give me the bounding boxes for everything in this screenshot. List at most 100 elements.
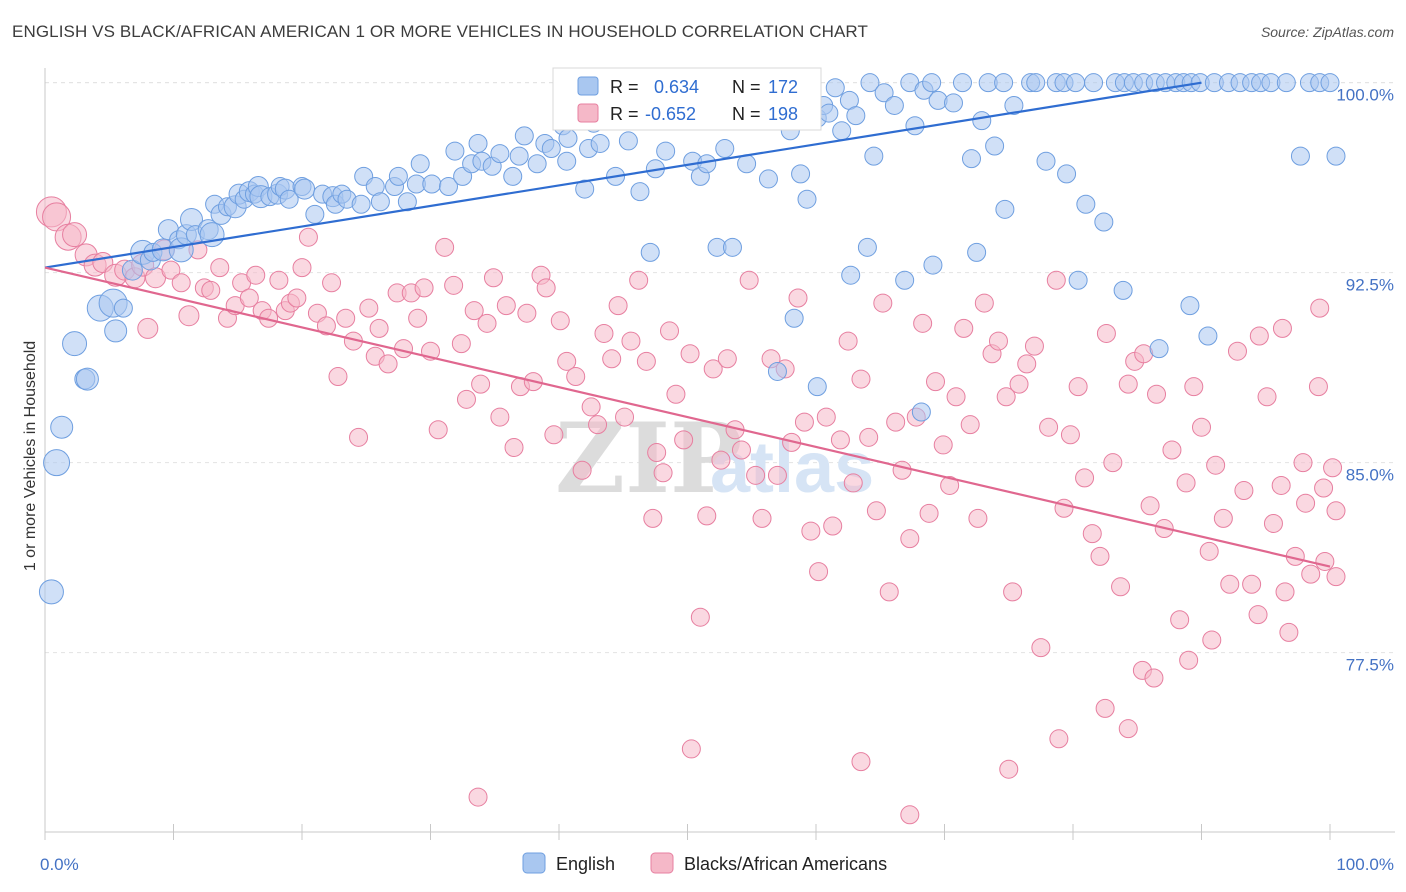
black-point: [946, 387, 966, 407]
y-tick-label: 92.5%: [1346, 276, 1394, 295]
english-point: [758, 169, 778, 189]
black-point: [999, 759, 1019, 779]
black-point: [1031, 638, 1051, 658]
black-point: [1275, 582, 1295, 602]
black-point: [1003, 582, 1023, 602]
black-point: [517, 303, 537, 323]
trend-lines: [44, 81, 1331, 568]
english-point: [819, 103, 839, 123]
stats-r-value-black: -0.652: [645, 104, 696, 124]
english-point: [995, 199, 1015, 219]
english-point: [1004, 95, 1024, 115]
english-point: [784, 308, 804, 328]
english-point: [558, 128, 578, 148]
english-point: [279, 189, 299, 209]
bottom-legend: English Blacks/African Americans: [522, 852, 887, 874]
black-point: [1293, 453, 1313, 473]
black-point: [1310, 298, 1330, 318]
english-point: [1149, 339, 1169, 359]
stats-swatch-black: [577, 103, 599, 123]
black-point: [1192, 417, 1211, 437]
english-point: [509, 146, 529, 166]
black-point: [680, 344, 700, 364]
black-point: [1296, 493, 1316, 513]
black-point: [690, 607, 710, 627]
x-tick-label-max: 100.0%: [1336, 855, 1394, 874]
black-point: [171, 273, 191, 293]
black-point: [913, 313, 933, 333]
black-point: [1257, 387, 1277, 407]
english-point: [1198, 326, 1218, 346]
english-point: [410, 154, 430, 174]
english-point: [911, 402, 931, 422]
black-point: [954, 318, 974, 338]
english-point: [972, 111, 992, 131]
black-point: [137, 317, 159, 339]
black-point: [451, 334, 471, 354]
black-point: [1009, 374, 1029, 394]
black-point: [544, 425, 564, 445]
english-point: [656, 141, 676, 161]
axes: [44, 68, 1395, 840]
black-point: [178, 305, 200, 327]
english-point: [1180, 296, 1200, 316]
black-point: [496, 296, 516, 316]
stats-n-value-english: 172: [768, 77, 798, 97]
english-point: [1320, 73, 1340, 93]
stats-r-label-black: R =: [610, 104, 639, 124]
english-point: [994, 73, 1014, 93]
black-point: [1075, 468, 1095, 488]
black-point: [490, 407, 510, 427]
black-point: [1213, 508, 1233, 528]
black-point: [336, 308, 356, 328]
stats-n-value-black: 198: [768, 104, 798, 124]
black-point: [717, 349, 737, 369]
english-point: [864, 146, 884, 166]
black-point: [968, 508, 988, 528]
english-trend-line: [44, 81, 1202, 269]
english-point: [1084, 73, 1104, 93]
black-point: [1271, 475, 1291, 495]
black-point: [1263, 513, 1283, 533]
english-point: [961, 149, 981, 169]
black-point: [809, 562, 829, 582]
english-point: [113, 298, 133, 318]
english-point: [640, 242, 660, 262]
black-point: [1147, 384, 1167, 404]
english-point: [468, 133, 488, 153]
stats-r-label-english: R =: [610, 77, 639, 97]
english-point: [445, 141, 465, 161]
black-point: [161, 260, 181, 280]
english-point: [557, 151, 577, 171]
black-point: [1326, 567, 1346, 587]
black-point: [1162, 440, 1182, 460]
black-point: [504, 437, 524, 457]
legend-label-english: English: [556, 854, 615, 874]
english-point: [618, 131, 638, 151]
black-point: [1060, 425, 1080, 445]
english-point: [422, 174, 442, 194]
black-point: [1199, 541, 1219, 561]
english-point: [75, 367, 99, 391]
black-point: [408, 308, 428, 328]
black-point: [557, 351, 577, 371]
chart-title: ENGLISH VS BLACK/AFRICAN AMERICAN 1 OR M…: [12, 22, 868, 41]
english-point: [797, 189, 817, 209]
black-point: [996, 387, 1016, 407]
legend-swatch-black: [650, 852, 674, 874]
black-point: [464, 301, 484, 321]
black-point: [588, 415, 608, 435]
stats-legend-box: R = 0.634 N = 172 R = -0.652 N = 198: [552, 67, 822, 131]
black-point: [636, 351, 656, 371]
english-point: [1094, 212, 1114, 232]
black-point: [316, 316, 336, 336]
black-point: [653, 463, 673, 483]
black-point: [919, 503, 939, 523]
black-point: [1068, 377, 1088, 397]
black-point: [581, 397, 601, 417]
black-point: [1184, 377, 1204, 397]
english-point: [846, 106, 866, 126]
black-point: [647, 443, 667, 463]
black-point: [767, 465, 787, 485]
